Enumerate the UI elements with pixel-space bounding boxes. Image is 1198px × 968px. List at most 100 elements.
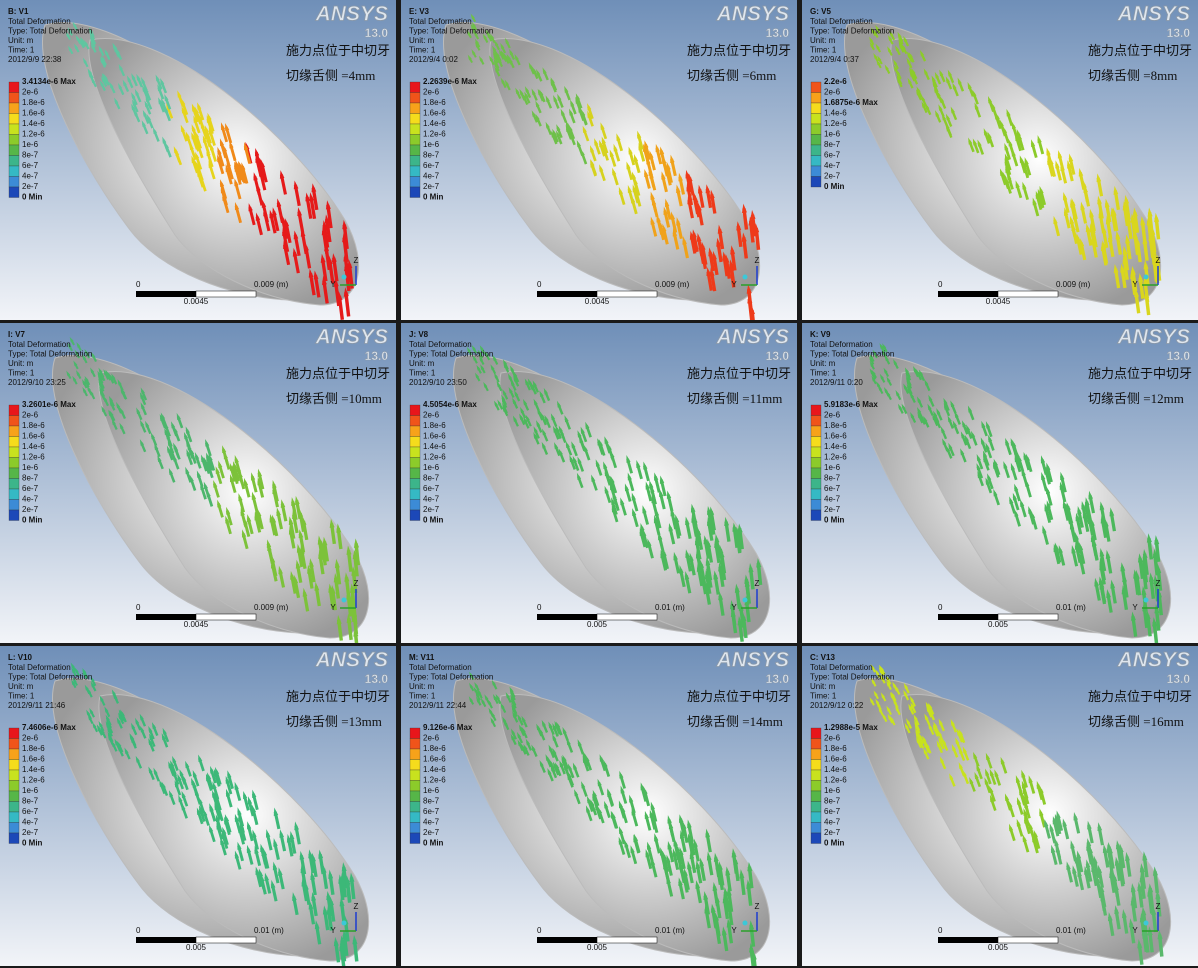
arrow-head	[626, 455, 631, 463]
legend-swatch	[409, 186, 421, 198]
arrow-head	[932, 80, 937, 87]
arrow-head	[243, 790, 248, 800]
axis-origin	[742, 597, 748, 603]
arrow-head	[124, 747, 129, 754]
arrow-head	[696, 232, 702, 242]
arrow-head	[893, 59, 898, 66]
arrow-head	[871, 375, 876, 382]
arrow-head	[585, 421, 590, 430]
arrow-head	[627, 472, 632, 481]
legend-swatch	[8, 186, 20, 198]
axis-origin	[1143, 920, 1149, 926]
arrow-head	[531, 744, 536, 752]
arrow-head	[1016, 128, 1021, 137]
arrow-head	[342, 219, 348, 230]
arrow-head	[1099, 547, 1105, 557]
arrow-head	[877, 55, 882, 62]
scale-label: 0	[136, 603, 141, 612]
arrow-head	[71, 667, 76, 674]
arrow-head	[679, 565, 684, 574]
arrow-head	[293, 575, 299, 584]
arrow-head	[878, 667, 883, 673]
arrow-head	[695, 860, 701, 870]
arrow-head	[1015, 180, 1020, 189]
legend-swatch	[810, 123, 822, 135]
arrow-head	[644, 140, 649, 149]
arrow-head	[934, 110, 940, 117]
arrow-head	[903, 35, 908, 43]
arrow-head	[173, 426, 178, 434]
arrow-head	[158, 97, 163, 105]
arrow-head	[339, 935, 345, 945]
arrow-head	[989, 794, 995, 803]
arrow-head	[500, 702, 505, 709]
arrow-head	[215, 792, 220, 801]
arrow-head	[620, 497, 625, 506]
arrow-head	[999, 119, 1004, 128]
arrow-head	[244, 142, 249, 151]
legend-label: 3.2601e-6 Max	[22, 400, 76, 409]
arrow-head	[209, 142, 215, 151]
arrow-head	[1062, 818, 1067, 827]
arrow-head	[349, 595, 355, 605]
arrow-head	[111, 689, 116, 696]
arrow-head	[71, 679, 76, 686]
arrow-head	[525, 414, 530, 422]
arrow-head	[1110, 579, 1116, 589]
arrow-head	[1122, 245, 1128, 255]
arrow-head	[300, 864, 306, 874]
arrow-head	[111, 740, 116, 747]
arrow-head	[185, 131, 190, 139]
arrow-head	[90, 681, 95, 688]
arrow-head	[567, 763, 573, 771]
arrow-head	[273, 807, 279, 816]
arrow-head	[76, 341, 81, 348]
arrow-head	[322, 905, 328, 915]
legend-swatch	[810, 92, 822, 104]
arrow-head	[1148, 231, 1154, 241]
arrow-head	[153, 767, 158, 775]
arrow-head	[1157, 929, 1163, 940]
arrow-head	[484, 350, 489, 357]
arrow-head	[1010, 437, 1015, 446]
arrow-head	[621, 804, 626, 813]
scale-label: 0.01 (m)	[1056, 926, 1086, 935]
arrow-head	[664, 198, 670, 208]
scale-label: 0.005	[988, 943, 1009, 952]
arrow-head	[299, 850, 305, 860]
arrow-head	[1069, 215, 1075, 225]
arrow-head	[1056, 810, 1061, 819]
arrow-head	[271, 514, 277, 524]
info-line: Total Deformation	[810, 17, 873, 26]
arrow-head	[512, 415, 518, 422]
arrow-head	[936, 740, 941, 748]
legend-label: 0 Min	[824, 182, 845, 191]
arrow-head	[185, 426, 190, 434]
arrow-head	[554, 762, 560, 770]
arrow-head	[659, 146, 665, 155]
arrow-head	[1099, 501, 1105, 511]
arrow-head	[466, 29, 471, 36]
arrow-head	[985, 752, 991, 761]
arrow-head	[295, 495, 300, 505]
arrow-head	[1097, 822, 1103, 832]
arrow-head	[1003, 461, 1008, 469]
arrow-head	[116, 401, 121, 409]
ansys-logo: ANSYS	[1117, 3, 1190, 26]
arrow-head	[558, 425, 563, 433]
legend-swatch	[810, 769, 822, 781]
axis-label: Z	[354, 256, 359, 265]
arrow-head	[744, 577, 750, 587]
arrow-head	[895, 390, 900, 397]
arrow-head	[260, 159, 266, 168]
arrow-head	[604, 800, 609, 809]
arrow-head	[660, 549, 665, 559]
axis-origin	[341, 597, 347, 603]
timestamp: 2012/9/4 0:37	[810, 55, 859, 64]
arrow-head	[624, 839, 629, 848]
legend-label: 8e-7	[423, 474, 440, 483]
legend-label: 2.2639e-6 Max	[423, 77, 477, 86]
arrow-head	[718, 562, 723, 572]
note: 施力点位于中切牙	[687, 689, 791, 704]
arrow-head	[1071, 545, 1076, 554]
